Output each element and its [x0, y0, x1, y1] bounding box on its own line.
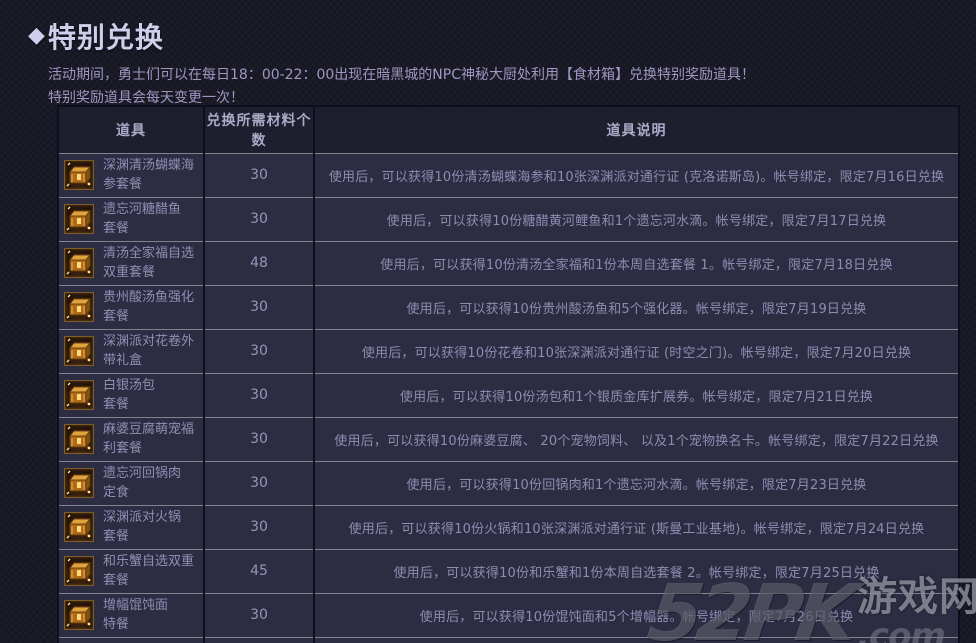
item-name: 麻婆豆腐萌宠福 利套餐 [103, 422, 195, 456]
table-row: 白银汤包 套餐 30 使用后，可以获得10份汤包和1个银质金库扩展券。帐号绑定，… [58, 373, 959, 418]
item-description: 使用后，可以获得10份火锅和10张深渊派对通行证 (斯曼工业基地)。帐号绑定，限… [313, 505, 959, 550]
food-box-icon [64, 336, 94, 366]
table-header-row: 道具 兑换所需材料个数 道具说明 [58, 106, 959, 154]
diamond-icon: ◆ [28, 23, 46, 48]
treasure-chest-glyph [66, 338, 92, 363]
item-name: 深渊派对火锅 套餐 [103, 510, 182, 544]
item-name: 清汤全家福自选 双重套餐 [103, 246, 195, 280]
treasure-chest-glyph [66, 382, 92, 407]
material-count: 30 [203, 197, 314, 242]
item-name: 深渊派对花卷外 带礼盒 [103, 334, 195, 368]
material-count: 30 [203, 153, 314, 198]
treasure-chest-glyph [66, 470, 92, 495]
treasure-chest-glyph [66, 602, 92, 627]
material-count: 48 [203, 241, 314, 286]
item-name: 遗忘河糖醋鱼 套餐 [103, 202, 182, 236]
item-name: 和乐蟹自选双重 套餐 [103, 554, 195, 588]
food-box-icon [64, 556, 94, 586]
food-box-icon [64, 468, 94, 498]
table-row: 遗忘河糖醋鱼 套餐 30 使用后，可以获得10份糖醋黄河鲤鱼和1个遗忘河水滴。帐… [58, 197, 959, 242]
intro-line-2: 特别奖励道具会每天变更一次！ [48, 90, 244, 106]
table-row: 深渊派对火锅 套餐 30 使用后，可以获得10份火锅和10张深渊派对通行证 (斯… [58, 505, 959, 550]
item-description: 使用后，可以获得10份馄饨面和5个增幅器。帐号绑定，限定7月26日兑换 [313, 593, 959, 638]
table-row: 清汤全家福自选 双重套餐 48 使用后，可以获得10份清汤全家福和1份本周自选套… [58, 241, 959, 286]
item-name: 遗忘河回锅肉 定食 [103, 466, 182, 500]
food-box-icon [64, 380, 94, 410]
material-count: 30 [203, 329, 314, 374]
food-box-icon [64, 204, 94, 234]
page-title-text: 特别兑换 [47, 21, 164, 54]
treasure-chest-glyph [66, 206, 92, 231]
food-box-icon [64, 292, 94, 322]
treasure-chest-glyph [66, 250, 92, 275]
material-count: 30 [203, 417, 314, 462]
table-row: 深渊派对花卷外 带礼盒 30 使用后，可以获得10份花卷和10张深渊派对通行证 … [58, 329, 959, 374]
intro-text: 活动期间，勇士们可以在每日18：00-22：00出现在暗黑城的NPC神秘大厨处利… [48, 64, 976, 110]
item-description: 使用后，可以获得10份麻婆豆腐、 20个宠物饲料、 以及1个宠物换名卡。帐号绑定… [313, 417, 959, 462]
treasure-chest-glyph [66, 162, 92, 187]
exchange-table: 道具 兑换所需材料个数 道具说明 [57, 105, 960, 643]
food-box-icon [64, 512, 94, 542]
item-description: 使用后，可以获得10份汤包和1个银质金库扩展券。帐号绑定，限定7月21日兑换 [313, 373, 959, 418]
page-title: ◆ 特别兑换 [0, 0, 976, 56]
item-name: 白银汤包 套餐 [103, 378, 156, 412]
material-count: 45 [203, 549, 314, 594]
table-row: 增幅馄饨面 特餐 30 使用后，可以获得10份馄饨面和5个增幅器。帐号绑定，限定… [58, 593, 959, 638]
food-box-icon [64, 160, 94, 190]
item-description: 使用后，可以获得10份和乐蟹和1份本周自选套餐 2。帐号绑定，限定7月25日兑换 [313, 549, 959, 594]
table-row: 遗忘河回锅肉 定食 30 使用后，可以获得10份回锅肉和1个遗忘河水滴。帐号绑定… [58, 461, 959, 506]
partial-next-row [58, 637, 959, 643]
item-description: 使用后，可以获得10份清汤蝴蝶海参和10张深渊派对通行证 (克洛诺斯岛)。帐号绑… [313, 153, 959, 198]
item-description: 使用后，可以获得10份贵州酸汤鱼和5个强化器。帐号绑定，限定7月19日兑换 [313, 285, 959, 330]
item-name: 增幅馄饨面 特餐 [103, 598, 169, 632]
intro-line-1: 活动期间，勇士们可以在每日18：00-22：00出现在暗黑城的NPC神秘大厨处利… [48, 67, 755, 83]
food-box-icon [64, 600, 94, 630]
treasure-chest-glyph [66, 558, 92, 583]
treasure-chest-glyph [66, 514, 92, 539]
table-row: 贵州酸汤鱼强化 套餐 30 使用后，可以获得10份贵州酸汤鱼和5个强化器。帐号绑… [58, 285, 959, 330]
table-row: 深渊清汤蝴蝶海 参套餐 30 使用后，可以获得10份清汤蝴蝶海参和10张深渊派对… [58, 153, 959, 198]
food-box-icon [64, 424, 94, 454]
col-header-count: 兑换所需材料个数 [203, 106, 314, 154]
item-description: 使用后，可以获得10份回锅肉和1个遗忘河水滴。帐号绑定，限定7月23日兑换 [313, 461, 959, 506]
col-header-desc: 道具说明 [313, 106, 959, 154]
material-count: 30 [203, 285, 314, 330]
col-header-item: 道具 [58, 106, 204, 154]
item-description: 使用后，可以获得10份清汤全家福和1份本周自选套餐 1。帐号绑定，限定7月18日… [313, 241, 959, 286]
material-count: 30 [203, 461, 314, 506]
material-count: 30 [203, 373, 314, 418]
food-box-icon [64, 248, 94, 278]
material-count: 30 [203, 505, 314, 550]
table-row: 和乐蟹自选双重 套餐 45 使用后，可以获得10份和乐蟹和1份本周自选套餐 2。… [58, 549, 959, 594]
table-row: 麻婆豆腐萌宠福 利套餐 30 使用后，可以获得10份麻婆豆腐、 20个宠物饲料、… [58, 417, 959, 462]
treasure-chest-glyph [66, 426, 92, 451]
item-name: 贵州酸汤鱼强化 套餐 [103, 290, 195, 324]
item-description: 使用后，可以获得10份花卷和10张深渊派对通行证 (时空之门)。帐号绑定，限定7… [313, 329, 959, 374]
material-count: 30 [203, 593, 314, 638]
item-description: 使用后，可以获得10份糖醋黄河鲤鱼和1个遗忘河水滴。帐号绑定，限定7月17日兑换 [313, 197, 959, 242]
item-name: 深渊清汤蝴蝶海 参套餐 [103, 158, 195, 192]
treasure-chest-glyph [66, 294, 92, 319]
